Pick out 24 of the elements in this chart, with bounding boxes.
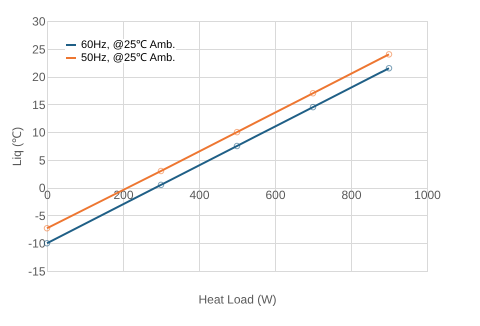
y-tick-label: 30 [32,14,46,28]
x-tick-label: 600 [265,188,286,202]
y-tick-label: 10 [32,126,46,140]
y-axis-title: Liq (℃) [10,126,24,166]
y-tick-label: 20 [32,70,46,84]
x-tick-label: 1000 [414,188,442,202]
y-tick-label: -5 [34,208,46,223]
y-tick-label: -15 [28,264,46,278]
y-tick-label: -10 [28,236,46,251]
y-tick-label: 5 [38,153,46,168]
x-tick-label: 200 [113,188,134,202]
point [234,128,240,136]
x-tick-label: 800 [341,188,362,202]
legend-label: 50Hz, @25℃ Amb. [81,52,176,64]
point [234,142,240,150]
point [310,90,316,96]
legend-label: 60Hz, @25℃ Amb. [81,39,176,51]
x-tick-label: 400 [189,188,210,202]
y-tick-label: 25 [32,42,46,56]
point [158,168,164,174]
point [158,182,164,188]
y-tick-label: 15 [32,98,46,112]
x-axis-title: Heat Load (W) [198,292,277,306]
point [310,104,316,110]
